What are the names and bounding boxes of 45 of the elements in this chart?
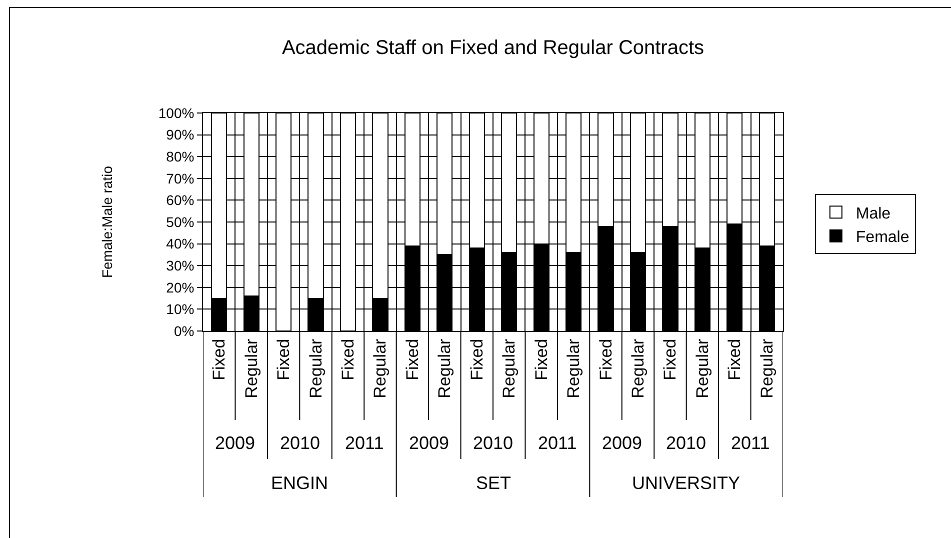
text: 2011 (538, 433, 577, 453)
text: 2009 (215, 433, 256, 453)
y-tick-label: 10% (166, 301, 194, 318)
x-tick-label: Regular (757, 338, 776, 398)
x-tick-label: Fixed (402, 338, 422, 380)
x-tick-label: Regular (435, 338, 454, 398)
x-tick-label: Fixed (532, 338, 551, 380)
y-tick-label: 100% (158, 104, 194, 121)
legend-label: Male (856, 205, 891, 222)
x-tick-label: Fixed (467, 338, 486, 380)
x-tick-label: Fixed (210, 338, 229, 380)
x-tick-label: Fixed (338, 338, 358, 380)
y-axis-title: Female:Male ratio (98, 166, 115, 278)
text: SET (476, 473, 512, 493)
text: 2010 (473, 433, 514, 453)
y-tick-label: 40% (166, 236, 194, 252)
y-tick-label: 20% (166, 279, 194, 296)
text: ENGIN (271, 473, 328, 493)
x-tick-label: Regular (564, 338, 584, 398)
y-tick-label: 30% (166, 258, 194, 274)
text: 2011 (731, 433, 770, 453)
text: 2009 (602, 433, 642, 453)
x-tick-label: Fixed (660, 338, 680, 380)
x-tick-label: Regular (628, 338, 648, 398)
x-tick-label: Regular (500, 338, 519, 398)
y-tick-label: 50% (166, 214, 194, 230)
text: 2010 (666, 433, 706, 453)
x-tick-label: Regular (306, 338, 326, 398)
text: UNIVERSITY (632, 473, 740, 493)
legend-label: Female (856, 229, 910, 246)
x-tick-label: Fixed (725, 338, 744, 380)
x-tick-label: Regular (692, 338, 712, 398)
x-tick-label: Regular (242, 338, 261, 398)
x-tick-label: Fixed (274, 338, 294, 380)
y-tick-label: 70% (166, 170, 194, 186)
chart-title: Academic Staff on Fixed and Regular Contracts (282, 37, 704, 59)
text: 2011 (345, 433, 384, 453)
text: 2010 (280, 433, 320, 453)
y-tick-label: 60% (166, 192, 194, 208)
x-tick-label: Fixed (596, 338, 616, 380)
y-tick-label: 80% (166, 148, 194, 164)
x-tick-label: Regular (370, 338, 390, 398)
y-tick-label: 0% (174, 322, 194, 339)
y-tick-label: 90% (166, 126, 194, 143)
text: 2009 (409, 433, 450, 453)
